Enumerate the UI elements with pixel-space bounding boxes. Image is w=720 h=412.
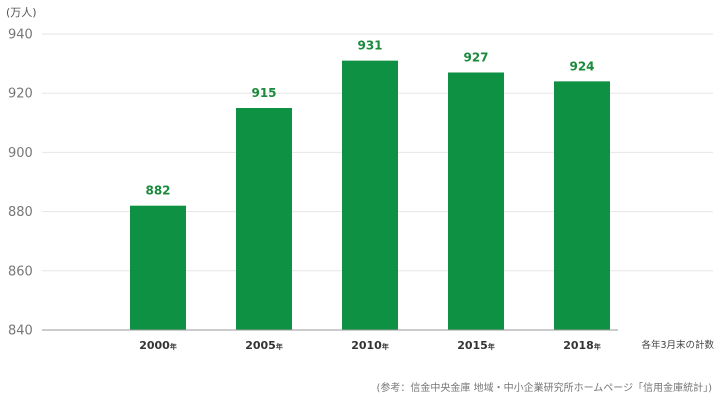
bar <box>342 60 398 330</box>
x-tick-label: 2005年 <box>245 339 283 352</box>
y-axis-unit-label: (万人) <box>6 6 37 19</box>
y-tick-label: 940 <box>8 28 33 43</box>
y-tick-label: 860 <box>8 264 33 279</box>
x-tick-label: 2018年 <box>563 339 601 352</box>
y-tick-label: 880 <box>8 205 33 220</box>
date-note: 各年3月末の計数 <box>641 339 714 351</box>
bar <box>130 205 186 330</box>
y-tick-label: 900 <box>8 146 33 161</box>
bar-value-label: 915 <box>251 86 276 100</box>
x-tick-label: 2000年 <box>139 339 177 352</box>
x-tick-label: 2015年 <box>457 339 495 352</box>
bars <box>130 60 610 330</box>
bar <box>236 108 292 330</box>
y-tick-label: 840 <box>8 324 33 339</box>
y-tick-label: 920 <box>8 87 33 102</box>
y-axis-ticks: 840 860 880 900 920 940 <box>8 28 33 339</box>
data-labels: 882 915 931 927 924 <box>145 39 594 198</box>
x-axis-ticks: 2000年 2005年 2010年 2015年 2018年 <box>139 339 601 352</box>
bar <box>448 72 504 330</box>
bar <box>554 81 610 330</box>
bar-value-label: 931 <box>357 39 382 53</box>
bar-value-label: 882 <box>145 184 170 198</box>
bar-value-label: 927 <box>463 50 488 64</box>
x-tick-label: 2010年 <box>351 339 389 352</box>
source-citation: (参考：信金中央金庫 地域・中小企業研究所ホームページ「信用金庫統計」) <box>377 381 713 394</box>
bar-value-label: 924 <box>569 59 594 73</box>
